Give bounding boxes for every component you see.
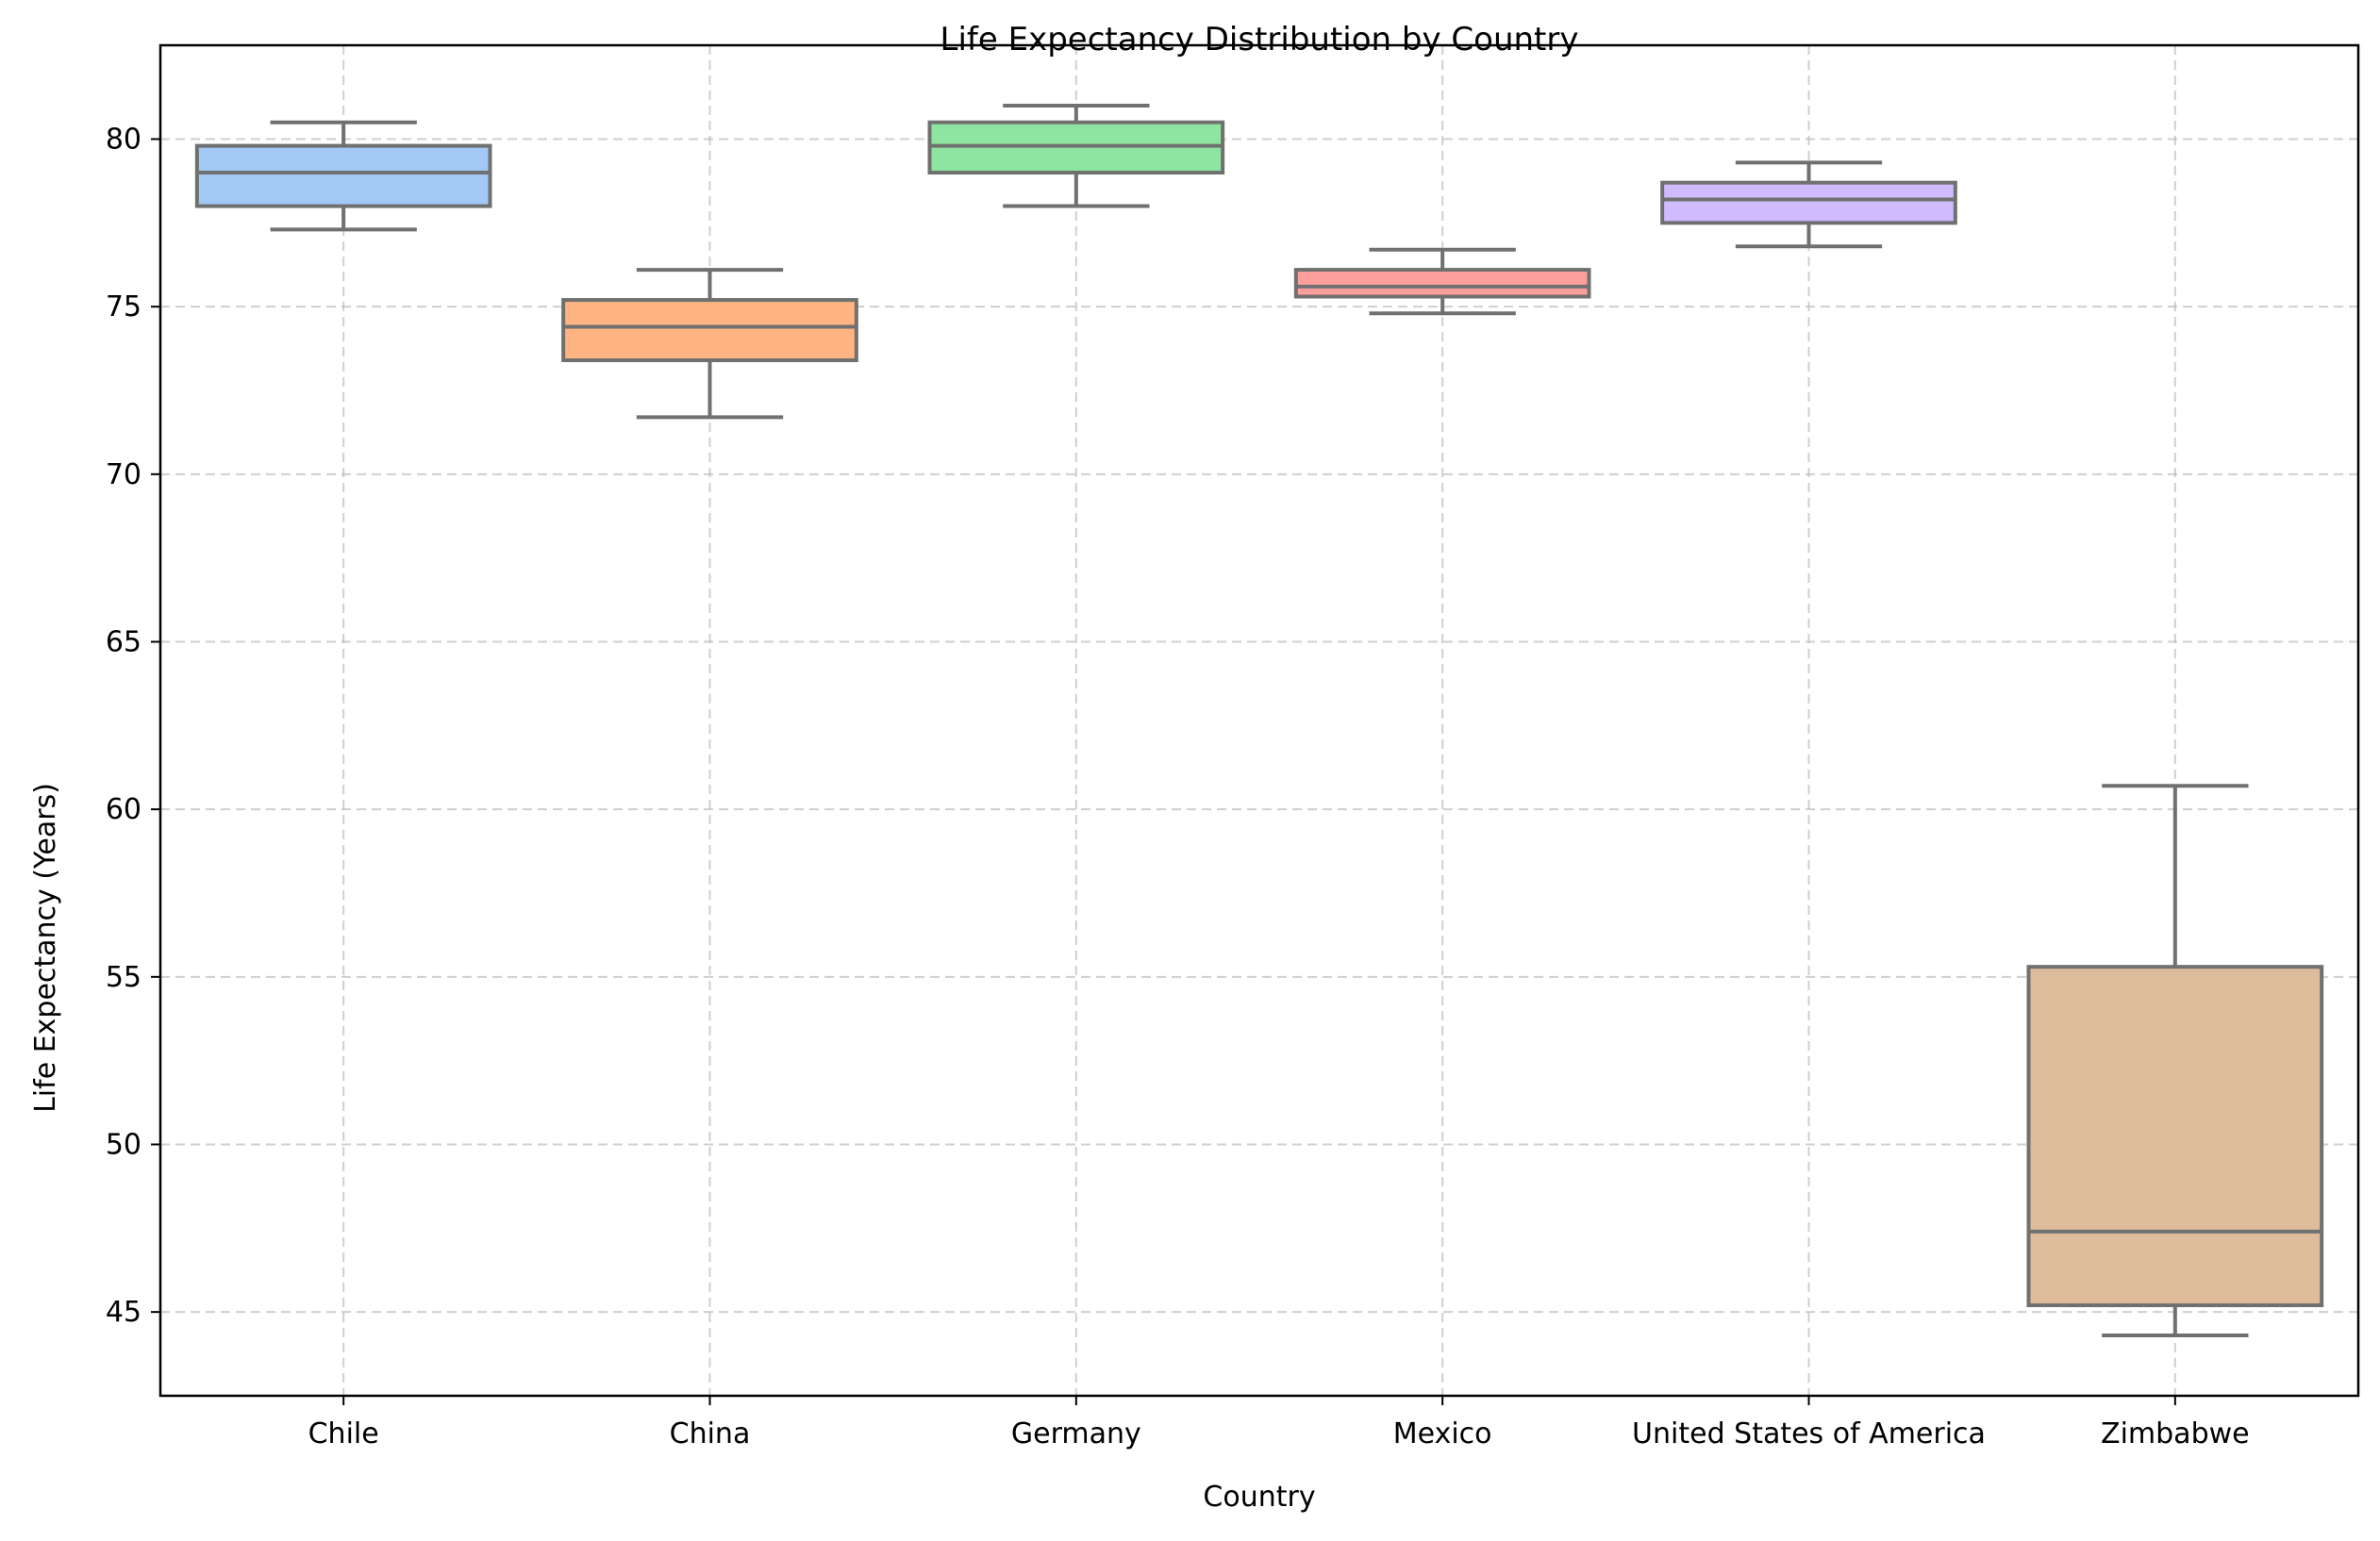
box-iqr <box>194 143 492 208</box>
y-tick-label: 45 <box>106 1296 141 1329</box>
x-tick-label: Mexico <box>1393 1417 1492 1450</box>
x-tick-label: China <box>670 1417 751 1450</box>
plot-frame <box>158 43 2360 1398</box>
x-tick-label: Zimbabwe <box>2101 1417 2250 1450</box>
y-tick-label: 75 <box>106 290 141 323</box>
box-plots <box>194 103 2324 1338</box>
box-iqr <box>1293 268 1591 299</box>
y-tick-label: 55 <box>106 961 141 994</box>
x-tick-label: Germany <box>1011 1417 1141 1450</box>
chart-title: Life Expectancy Distribution by Country <box>940 21 1579 58</box>
y-tick-label: 60 <box>106 793 141 826</box>
y-tick-label: 80 <box>106 123 141 156</box>
x-tick-label: Chile <box>308 1417 379 1450</box>
y-tick-label: 70 <box>106 458 141 491</box>
x-tick-label: United States of America <box>1632 1417 1986 1450</box>
y-tick-label: 65 <box>106 625 141 658</box>
box-iqr <box>2026 965 2324 1308</box>
box-iqr <box>1660 180 1957 225</box>
x-axis-label: Country <box>1203 1481 1315 1514</box>
y-tick-label: 50 <box>106 1128 141 1161</box>
y-axis-label: Life Expectancy (Years) <box>29 783 62 1113</box>
ticks: 45 50 55 60 65 70 75 80 Chile China Germany Mexico U… <box>106 123 2250 1450</box>
box-iqr <box>561 298 858 363</box>
